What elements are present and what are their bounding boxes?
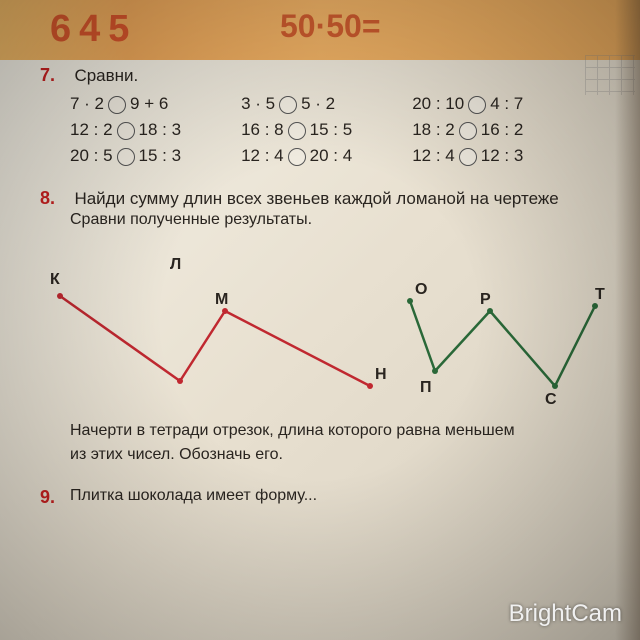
problem-8-below-line1: Начерти в тетради отрезок, длина которог… (70, 422, 515, 439)
vertex-label: Р (480, 291, 491, 309)
problem-7: 7. Сравни. 7 · 29 + 6 12 : 218 : 3 20 : 51… (40, 65, 620, 166)
problem-number-8: 8. (40, 188, 70, 209)
compare-expression: 12 : 412 : 3 (412, 146, 523, 166)
problem-9: 9. Плитка шоколада имеет форму... (70, 487, 620, 505)
compare-circle (288, 122, 306, 140)
problem-7-title: Сравни. (74, 66, 138, 85)
page-edge-shadow (615, 0, 640, 640)
vertex-label: О (415, 281, 427, 299)
compare-circle (117, 148, 135, 166)
compare-expression: 20 : 104 : 7 (412, 94, 523, 114)
compare-circle (459, 148, 477, 166)
vertex-label: Т (595, 286, 605, 304)
vertex-label: Н (375, 366, 387, 384)
compare-expression: 12 : 218 : 3 (70, 120, 181, 140)
problem-number-7: 7. (40, 65, 70, 86)
compare-circle (279, 96, 297, 114)
compare-expression: 12 : 420 : 4 (241, 146, 352, 166)
compare-grid: 7 · 29 + 6 12 : 218 : 3 20 : 515 : 3 3 · 55… (70, 94, 620, 166)
polyline-diagram: КЛМНОПРСТ (50, 251, 630, 401)
compare-circle (108, 96, 126, 114)
vertex-label: С (545, 391, 557, 409)
vertex-label: П (420, 379, 432, 397)
problem-8-below: Начерти в тетради отрезок, длина которог… (70, 419, 620, 467)
compare-circle (459, 122, 477, 140)
watermark: BrightCam (509, 600, 622, 628)
vertex-label: М (215, 291, 228, 309)
compare-expression: 20 : 515 : 3 (70, 146, 181, 166)
header-equation: 50·50= (280, 8, 381, 45)
vertex-label: К (50, 271, 60, 289)
compare-expression: 7 · 29 + 6 (70, 94, 181, 114)
problem-8: 8. Найди сумму длин всех звеньев каждой … (40, 188, 620, 467)
problem-8-line1: Найди сумму длин всех звеньев каждой лом… (74, 189, 558, 208)
problem-8-line2: Сравни полученные результаты. (70, 209, 620, 231)
problem-number-9: 9. (40, 487, 70, 508)
problem-8-below-line2: из этих чисел. Обозначь его. (70, 446, 283, 463)
problem-9-text: Плитка шоколада имеет форму... (70, 487, 317, 504)
compare-circle (468, 96, 486, 114)
vertex-label: Л (170, 256, 181, 274)
compare-circle (117, 122, 135, 140)
compare-expression: 16 : 815 : 5 (241, 120, 352, 140)
compare-expression: 3 · 55 · 2 (241, 94, 352, 114)
compare-expression: 18 : 216 : 2 (412, 120, 523, 140)
header-nums: 645 (50, 8, 137, 51)
compare-circle (288, 148, 306, 166)
